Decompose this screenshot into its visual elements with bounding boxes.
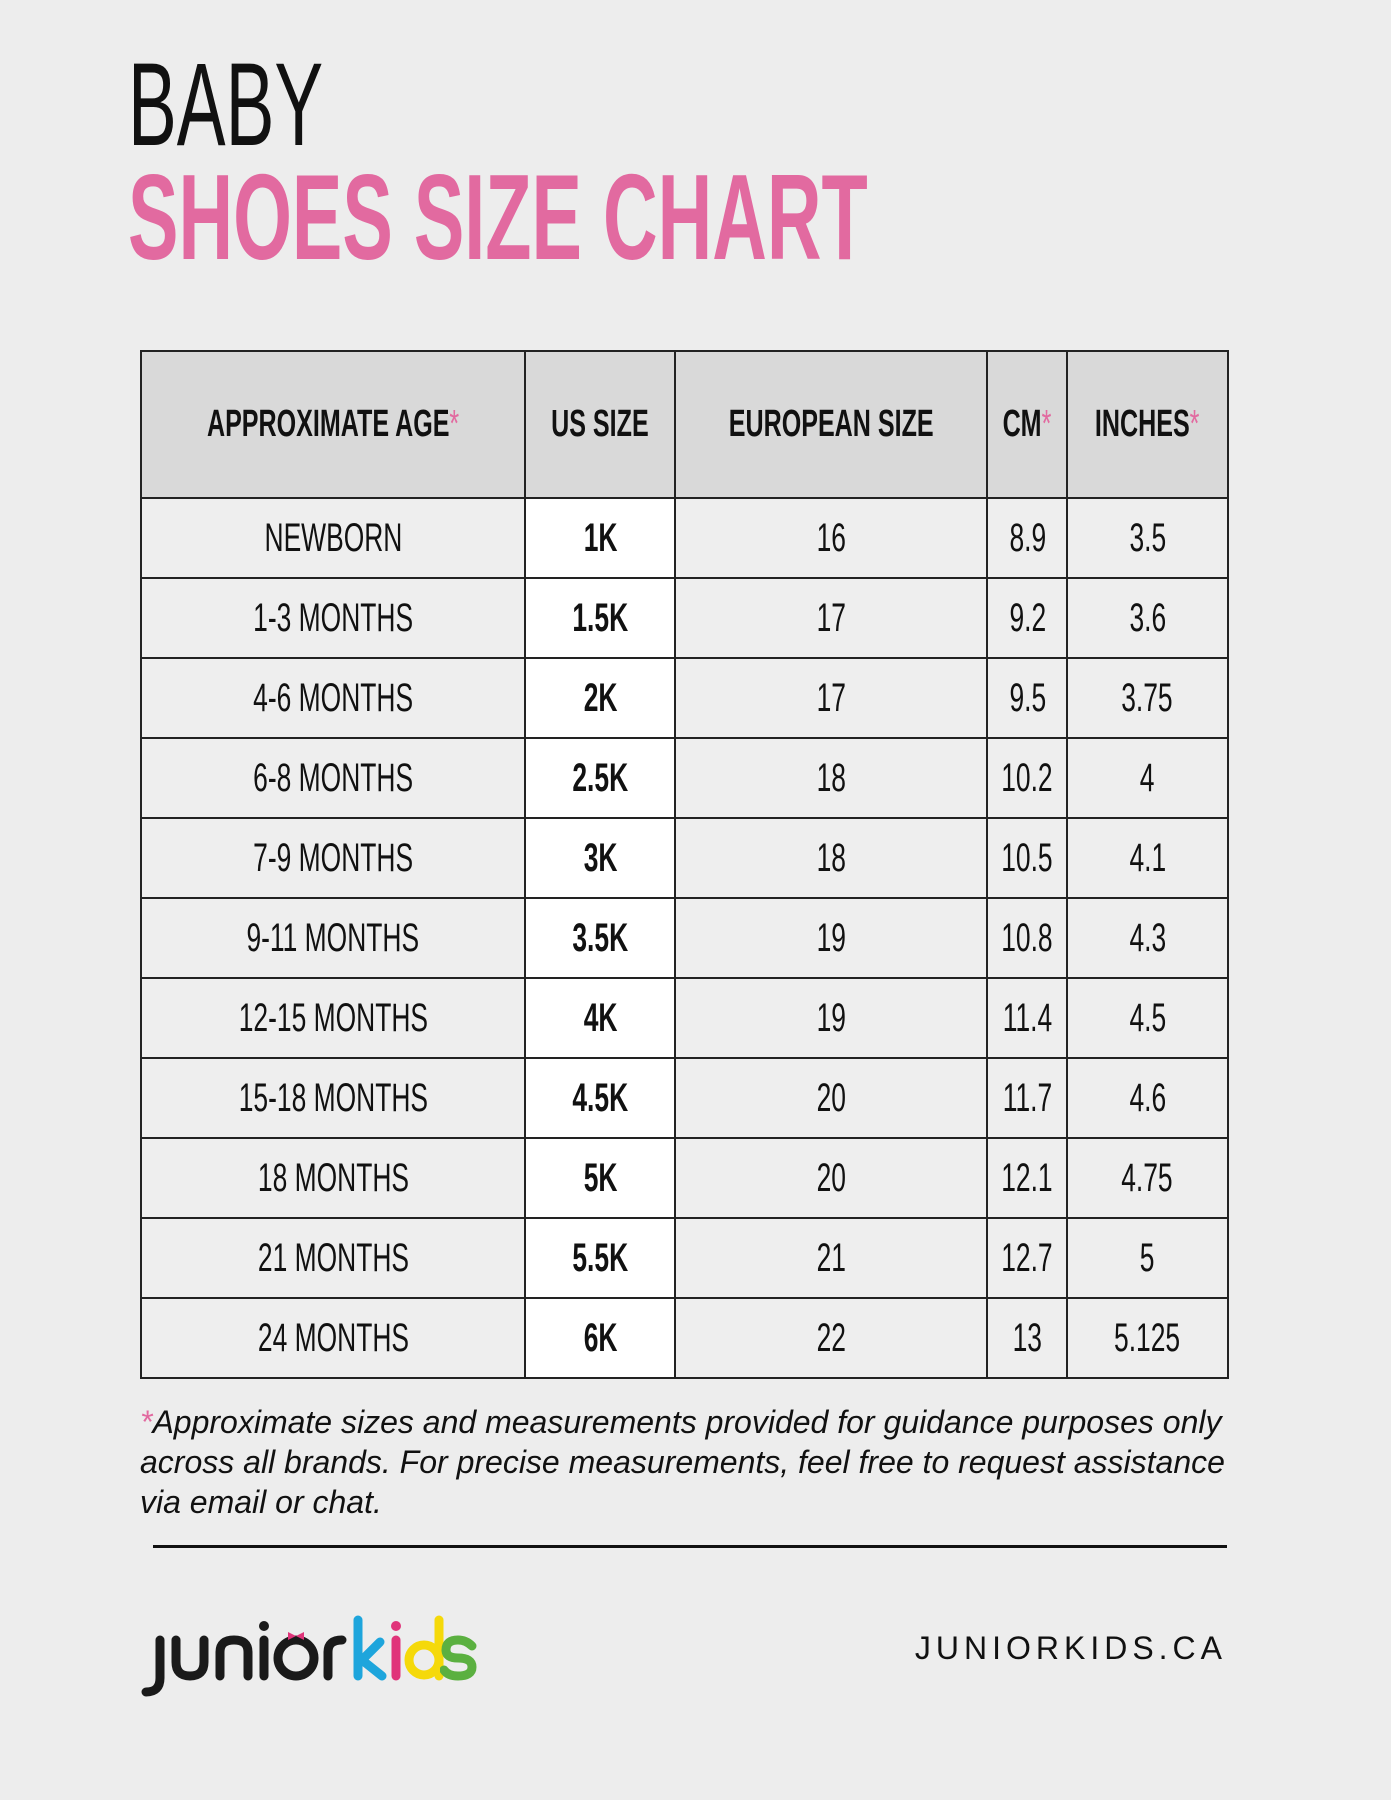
title-line-2: SHOES SIZE CHART xyxy=(128,149,868,285)
table-cell: 3K xyxy=(524,817,676,899)
column-header: CM* xyxy=(986,350,1069,499)
table-cell: 11.4 xyxy=(986,977,1069,1059)
asterisk: * xyxy=(1189,403,1200,445)
website-url[interactable]: JUNIORKIDS.CA xyxy=(914,1630,1227,1666)
table-cell: 15-18 MONTHS xyxy=(139,1057,527,1139)
logo-image xyxy=(141,1615,444,1697)
table-cell: 10.5 xyxy=(986,817,1069,899)
header-label: INCHES xyxy=(1095,403,1190,445)
header-label: US SIZE xyxy=(551,403,649,445)
table-cell: 22 xyxy=(673,1297,989,1379)
table-row: 12-15 MONTHS 4K 19 11.4 4.5 xyxy=(139,977,1229,1059)
table-cell: 9.5 xyxy=(986,657,1069,739)
table-cell: 10.2 xyxy=(986,737,1069,819)
table-row: 9-11 MONTHS 3.5K 19 10.8 4.3 xyxy=(139,897,1229,979)
table-cell: 3.5K xyxy=(524,897,676,979)
table-cell: 19 xyxy=(673,897,989,979)
table-row: 6-8 MONTHS 2.5K 18 10.2 4 xyxy=(139,737,1229,819)
table-cell: 4.3 xyxy=(1066,897,1229,979)
table-cell: 1K xyxy=(524,497,676,579)
footnote: *Approximate sizes and measurements prov… xyxy=(140,1404,1225,1520)
table-cell: 4.5K xyxy=(524,1057,676,1139)
table-cell: 18 xyxy=(673,737,989,819)
table-cell: 2K xyxy=(524,657,676,739)
table-cell: 20 xyxy=(673,1137,989,1219)
table-cell: NEWBORN xyxy=(139,497,527,579)
asterisk: * xyxy=(449,403,460,445)
table-cell: 20 xyxy=(673,1057,989,1139)
table-row: 15-18 MONTHS 4.5K 20 11.7 4.6 xyxy=(139,1057,1229,1139)
title-line-1: BABY xyxy=(128,39,324,171)
table-cell: 9.2 xyxy=(986,577,1069,659)
table-row: 7-9 MONTHS 3K 18 10.5 4.1 xyxy=(139,817,1229,899)
table-cell: 5.125 xyxy=(1066,1297,1229,1379)
column-header: US SIZE xyxy=(524,350,676,499)
table-cell: 10.8 xyxy=(986,897,1069,979)
table-cell: 11.7 xyxy=(986,1057,1069,1139)
divider xyxy=(153,1545,1227,1548)
table-cell: 6K xyxy=(524,1297,676,1379)
table-row: 24 MONTHS 6K 22 13 5.125 xyxy=(139,1297,1229,1379)
table-cell: 3.6 xyxy=(1066,577,1229,659)
table-cell: 6-8 MONTHS xyxy=(139,737,527,819)
table-cell: 4.6 xyxy=(1066,1057,1229,1139)
table-cell: 4.75 xyxy=(1066,1137,1229,1219)
header-label: APPROXIMATE AGE xyxy=(206,403,450,445)
table-cell: 1-3 MONTHS xyxy=(139,577,527,659)
table-row: 4-6 MONTHS 2K 17 9.5 3.75 xyxy=(139,657,1229,739)
table-cell: 21 xyxy=(673,1217,989,1299)
table-cell: 16 xyxy=(673,497,989,579)
size-chart-table: APPROXIMATE AGE* US SIZE EUROPEAN SIZE CM* I… xyxy=(139,350,1229,1379)
table-cell: 3.5 xyxy=(1066,497,1229,579)
table-cell: 5K xyxy=(524,1137,676,1219)
table-cell: 13 xyxy=(986,1297,1069,1379)
table-cell: 17 xyxy=(673,657,989,739)
table-cell: 4 xyxy=(1066,737,1229,819)
table-cell: 18 xyxy=(673,817,989,899)
column-header: INCHES* xyxy=(1066,350,1229,499)
table-cell: 12.1 xyxy=(986,1137,1069,1219)
table-cell: 8.9 xyxy=(986,497,1069,579)
header-row: APPROXIMATE AGE* US SIZE EUROPEAN SIZE CM* I… xyxy=(139,350,1229,499)
table-cell: 12-15 MONTHS xyxy=(139,977,527,1059)
table-cell: 2.5K xyxy=(524,737,676,819)
table-cell: 4.5 xyxy=(1066,977,1229,1059)
table-cell: 24 MONTHS xyxy=(139,1297,527,1379)
header-label: EUROPEAN SIZE xyxy=(728,403,934,445)
table-cell: 17 xyxy=(673,577,989,659)
table-row: 21 MONTHS 5.5K 21 12.7 5 xyxy=(139,1217,1229,1299)
column-header: EUROPEAN SIZE xyxy=(673,350,989,499)
table-row: 1-3 MONTHS 1.5K 17 9.2 3.6 xyxy=(139,577,1229,659)
table-cell: 18 MONTHS xyxy=(139,1137,527,1219)
table-cell: 9-11 MONTHS xyxy=(139,897,527,979)
column-header: APPROXIMATE AGE* xyxy=(139,350,527,499)
header-label: CM xyxy=(1002,403,1042,445)
asterisk: * xyxy=(1041,403,1052,445)
table-cell: 19 xyxy=(673,977,989,1059)
table-cell: 7-9 MONTHS xyxy=(139,817,527,899)
table-cell: 3.75 xyxy=(1066,657,1229,739)
juniorkids-logo xyxy=(140,1600,477,1705)
table-row: 18 MONTHS 5K 20 12.1 4.75 xyxy=(139,1137,1229,1219)
table-cell: 5.5K xyxy=(524,1217,676,1299)
table-cell: 12.7 xyxy=(986,1217,1069,1299)
table-cell: 4-6 MONTHS xyxy=(139,657,527,739)
logo-s-letter xyxy=(440,1635,477,1681)
table-cell: 21 MONTHS xyxy=(139,1217,527,1299)
table-cell: 5 xyxy=(1066,1217,1229,1299)
table-cell: 4.1 xyxy=(1066,817,1229,899)
table-cell: 4K xyxy=(524,977,676,1059)
table-cell: 1.5K xyxy=(524,577,676,659)
table-row: NEWBORN 1K 16 8.9 3.5 xyxy=(139,497,1229,579)
